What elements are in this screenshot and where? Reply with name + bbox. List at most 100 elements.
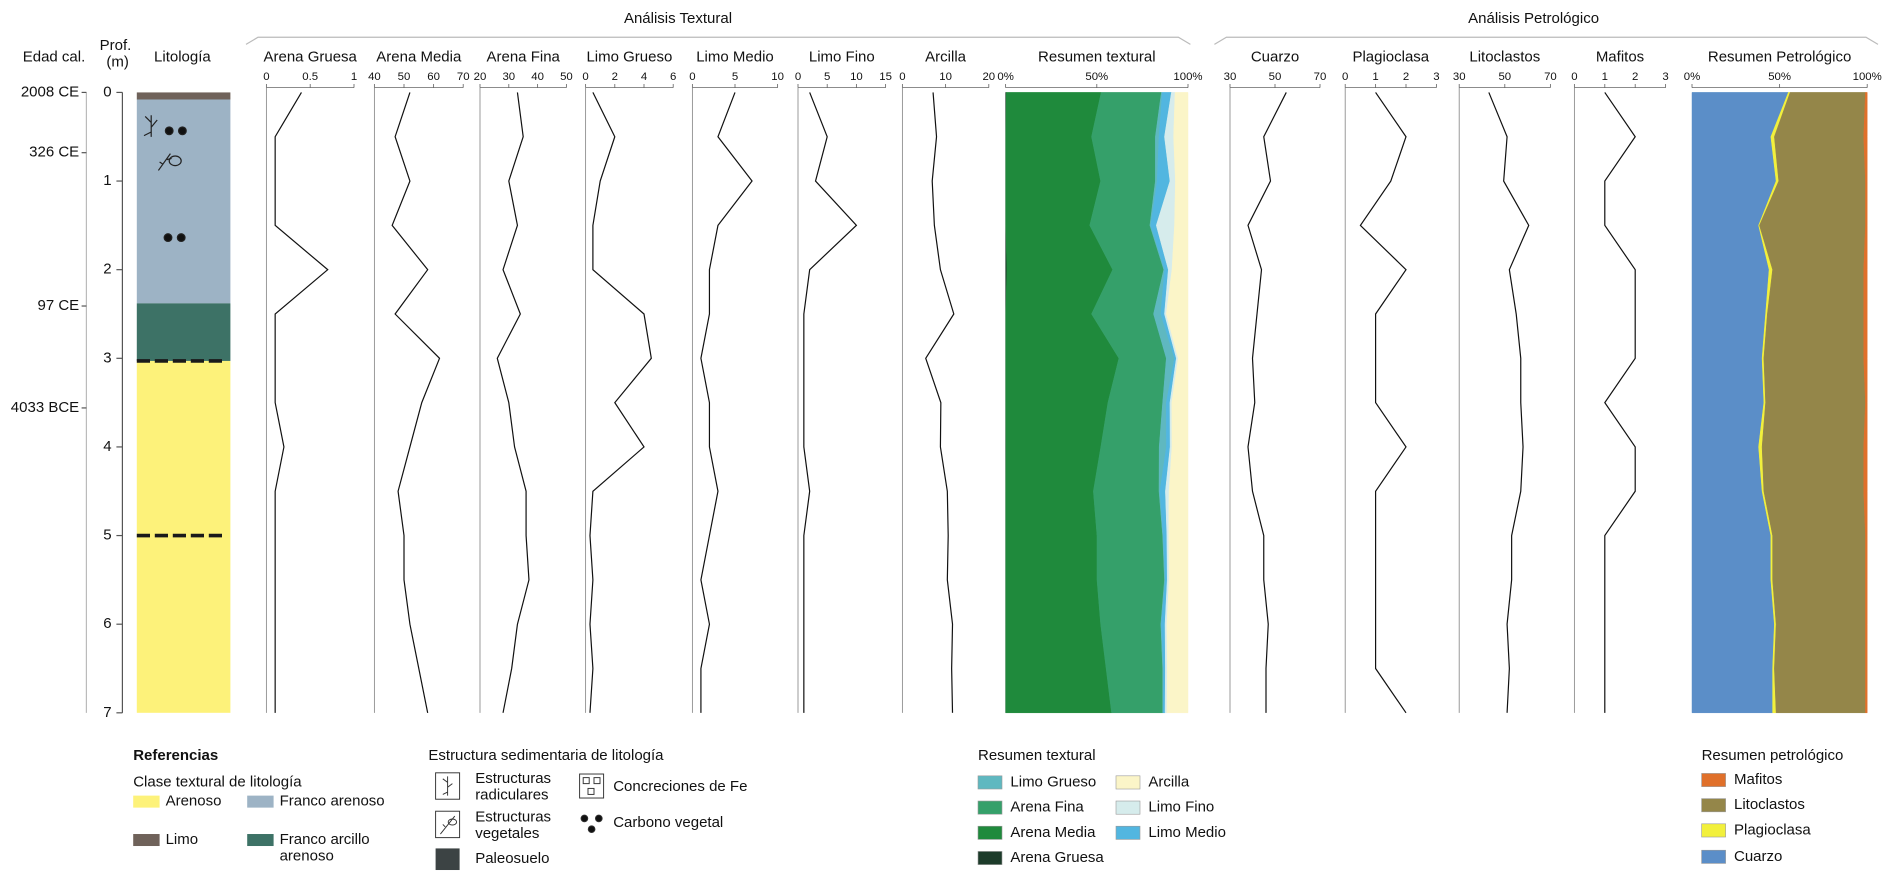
x-tick-label: 10 bbox=[939, 71, 952, 83]
text-line: Prof. bbox=[100, 37, 136, 54]
x-tick-label: 2 bbox=[1632, 71, 1638, 83]
x-tick-label: 1 bbox=[1372, 71, 1378, 83]
age-label: 97 CE bbox=[37, 297, 79, 314]
x-tick-label: 70 bbox=[457, 71, 470, 83]
x-tick-label: 50% bbox=[1768, 71, 1791, 83]
depth-tick-label: 4 bbox=[103, 438, 111, 455]
panel-title: Limo Medio bbox=[696, 49, 774, 66]
summary-area bbox=[1166, 92, 1189, 714]
structures-title: Estructura sedimentaria de litología bbox=[428, 747, 664, 764]
charcoal-dot bbox=[163, 233, 173, 243]
panel-title: Arena Media bbox=[376, 49, 462, 66]
x-tick-label: 0 bbox=[795, 71, 801, 83]
panel-title: Resumen Petrológico bbox=[1708, 49, 1851, 66]
profile-line bbox=[803, 92, 858, 713]
x-tick-label: 0 bbox=[1342, 71, 1348, 83]
x-tick-label: 50 bbox=[1269, 71, 1282, 83]
paleosol-icon bbox=[435, 848, 460, 871]
legend-label: Limo Grueso bbox=[1010, 773, 1096, 790]
depth-tick-label: 0 bbox=[103, 83, 111, 100]
structure-label: Carbono vegetal bbox=[613, 814, 723, 831]
text-line: radiculares bbox=[475, 786, 548, 803]
panel-title: Limo Grueso bbox=[586, 49, 672, 66]
x-tick-label: 40 bbox=[368, 71, 381, 83]
legend-label: Limo Fino bbox=[1148, 799, 1214, 816]
depth-tick-label: 6 bbox=[103, 615, 111, 632]
x-tick-label: 5 bbox=[732, 71, 738, 83]
group-bracket bbox=[245, 36, 1191, 45]
charcoal-dot bbox=[176, 233, 186, 243]
legend-label: Arenoso bbox=[166, 793, 222, 810]
depth-tick-label: 3 bbox=[103, 349, 111, 366]
legend-title: Referencias bbox=[133, 747, 218, 764]
x-tick-label: 30 bbox=[1224, 71, 1237, 83]
x-tick-label: 30 bbox=[502, 71, 515, 83]
group-title: Análisis Petrológico bbox=[1468, 10, 1599, 27]
x-tick-label: 0% bbox=[997, 71, 1013, 83]
age-header: Edad cal. bbox=[23, 49, 86, 66]
depth-header: Prof. (m) bbox=[100, 37, 136, 70]
x-tick-label: 70 bbox=[1544, 71, 1557, 83]
x-tick-label: 30 bbox=[1453, 71, 1466, 83]
legend-swatch bbox=[247, 795, 274, 808]
panel-title: Plagioclasa bbox=[1352, 49, 1429, 66]
x-tick-label: 50 bbox=[560, 71, 573, 83]
charcoal-dot bbox=[164, 126, 174, 136]
x-tick-label: 0 bbox=[899, 71, 905, 83]
legend-label: Franco arcillo arenoso bbox=[280, 831, 374, 865]
x-tick-label: 40 bbox=[531, 71, 544, 83]
text-line: vegetales bbox=[475, 825, 539, 842]
x-tick-label: 0 bbox=[1571, 71, 1577, 83]
panel-title: Arcilla bbox=[925, 49, 966, 66]
legend-swatch bbox=[1701, 849, 1726, 864]
age-label: 2008 CE bbox=[21, 83, 79, 100]
lithology-header: Litología bbox=[154, 49, 211, 66]
legend-label: Arcilla bbox=[1148, 773, 1189, 790]
x-tick-label: 0.5 bbox=[302, 71, 318, 83]
x-tick-label: 10 bbox=[850, 71, 863, 83]
fe-icon bbox=[582, 777, 590, 785]
text-line: (m) bbox=[106, 53, 129, 70]
text-line: Franco arcillo bbox=[280, 831, 374, 848]
legend-swatch bbox=[1115, 800, 1141, 815]
lithology-layer bbox=[136, 92, 231, 100]
x-tick-label: 50 bbox=[398, 71, 411, 83]
x-tick-label: 0 bbox=[582, 71, 588, 83]
legend-label: Cuarzo bbox=[1734, 848, 1782, 865]
depth-tick-label: 1 bbox=[103, 172, 111, 189]
depth-tick-label: 7 bbox=[103, 704, 111, 721]
group-title: Análisis Textural bbox=[624, 10, 732, 27]
structure-label: Estructuras vegetales bbox=[475, 808, 555, 842]
x-tick-label: 15 bbox=[879, 71, 892, 83]
legend-label: Arena Gruesa bbox=[1010, 849, 1104, 866]
panel-title: Arena Fina bbox=[487, 49, 561, 66]
x-tick-label: 0 bbox=[689, 71, 695, 83]
structure-icons bbox=[435, 772, 605, 871]
profile-line bbox=[1359, 92, 1407, 714]
depth-tick-label: 5 bbox=[103, 527, 111, 544]
panel-title: Limo Fino bbox=[809, 49, 875, 66]
legend-label: Plagioclasa bbox=[1734, 821, 1811, 838]
x-tick-label: 50% bbox=[1085, 71, 1108, 83]
profile-line bbox=[700, 92, 753, 713]
legend-title: Resumen textural bbox=[978, 747, 1096, 764]
group-bracket bbox=[1214, 36, 1879, 45]
fe-icon bbox=[587, 787, 595, 795]
x-tick-label: 2 bbox=[1403, 71, 1409, 83]
age-label: 4033 BCE bbox=[11, 399, 79, 416]
profile-line bbox=[1488, 92, 1530, 713]
x-tick-label: 6 bbox=[670, 71, 676, 83]
legend-swatch bbox=[1701, 823, 1726, 838]
icon-frame bbox=[435, 772, 461, 800]
structure-label: Paleosuelo bbox=[475, 850, 549, 867]
carbon-icon bbox=[580, 814, 589, 823]
x-tick-label: 3 bbox=[1433, 71, 1439, 83]
profile-line bbox=[925, 92, 955, 713]
legend-swatch bbox=[133, 795, 160, 808]
legend-title: Resumen petrológico bbox=[1702, 747, 1844, 764]
x-tick-label: 50 bbox=[1498, 71, 1511, 83]
legend-swatch bbox=[977, 825, 1003, 840]
lithology-column bbox=[136, 92, 231, 713]
